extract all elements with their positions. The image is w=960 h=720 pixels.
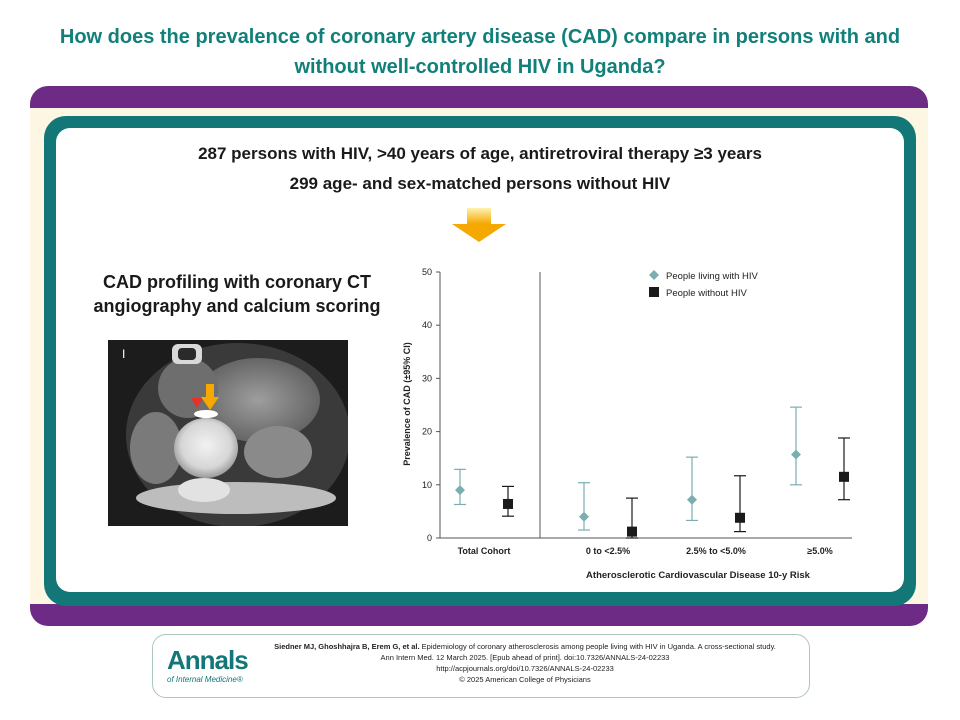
legend: People living with HIV People without HI… (649, 270, 759, 299)
y-tick-label: 10 (422, 480, 432, 490)
y-tick-label: 40 (422, 320, 432, 330)
legend-hiv-marker (649, 270, 659, 280)
method-label: CAD profiling with coronary CT angiograp… (82, 270, 392, 318)
y-tick-label: 50 (422, 267, 432, 277)
yellow-arrow-icon (201, 384, 219, 410)
journal-logo-sub: of Internal Medicine® (167, 675, 243, 684)
data-point-nohiv (503, 498, 513, 509)
y-tick-label: 30 (422, 373, 432, 383)
ct-angiography-image: I (108, 340, 348, 526)
citation-title: Epidemiology of coronary atherosclerosis… (419, 642, 776, 651)
method-line-1: CAD profiling with coronary CT (103, 272, 371, 292)
y-tick-label: 20 (422, 427, 432, 437)
method-line-2: angiography and calcium scoring (93, 296, 381, 316)
red-arrow-icon (191, 398, 203, 408)
citation-box: Annals of Internal Medicine® Siedner MJ,… (152, 634, 810, 698)
study-line-2: 299 age- and sex-matched persons without… (289, 174, 671, 193)
legend-nohiv-label: People without HIV (666, 288, 747, 299)
data-point-nohiv (839, 471, 849, 482)
data-point-nohiv (627, 526, 637, 537)
citation-copyright: © 2025 American College of Physicians (459, 675, 591, 684)
legend-nohiv-marker (649, 287, 659, 297)
journal-logo: Annals (167, 645, 249, 675)
citation-url[interactable]: http://acpjournals.org/doi/10.7326/ANNAL… (436, 664, 614, 673)
data-point-hiv (687, 494, 697, 505)
citation-journal: Ann Intern Med. 12 March 2025. [Epub ahe… (380, 653, 670, 662)
prevalence-chart: 0 10 20 30 40 50 Total Cohort 0 to <2.5% 2.5% to… (402, 267, 852, 581)
y-axis-label: Prevalence of CAD (±95% CI) (402, 342, 412, 465)
y-tick-label: 0 (427, 533, 432, 543)
image-marker: I (122, 347, 125, 361)
data-point-hiv (791, 449, 801, 460)
citation-text: Siedner MJ, Ghoshhajra B, Erem G, et al.… (249, 641, 801, 685)
data-point-nohiv (735, 512, 745, 523)
title-line-2: without well-controlled HIV in Uganda? (294, 56, 666, 78)
page-title: How does the prevalence of coronary arte… (40, 22, 920, 82)
x-axis-label: Atherosclerotic Cardiovascular Disease 1… (586, 570, 811, 581)
x-tick-label: Total Cohort (458, 546, 511, 556)
study-line-1: 287 persons with HIV, >40 years of age, … (198, 144, 762, 163)
down-arrow-icon (452, 208, 506, 242)
x-tick-label: ≥5.0% (807, 546, 832, 556)
x-tick-label: 2.5% to <5.0% (686, 546, 746, 556)
legend-hiv-label: People living with HIV (666, 271, 759, 282)
data-point-hiv (455, 485, 465, 496)
data-point-hiv (579, 511, 589, 522)
x-tick-label: 0 to <2.5% (586, 546, 630, 556)
title-line-1: How does the prevalence of coronary arte… (59, 26, 901, 48)
citation-authors: Siedner MJ, Ghoshhajra B, Erem G, et al. (274, 642, 420, 651)
